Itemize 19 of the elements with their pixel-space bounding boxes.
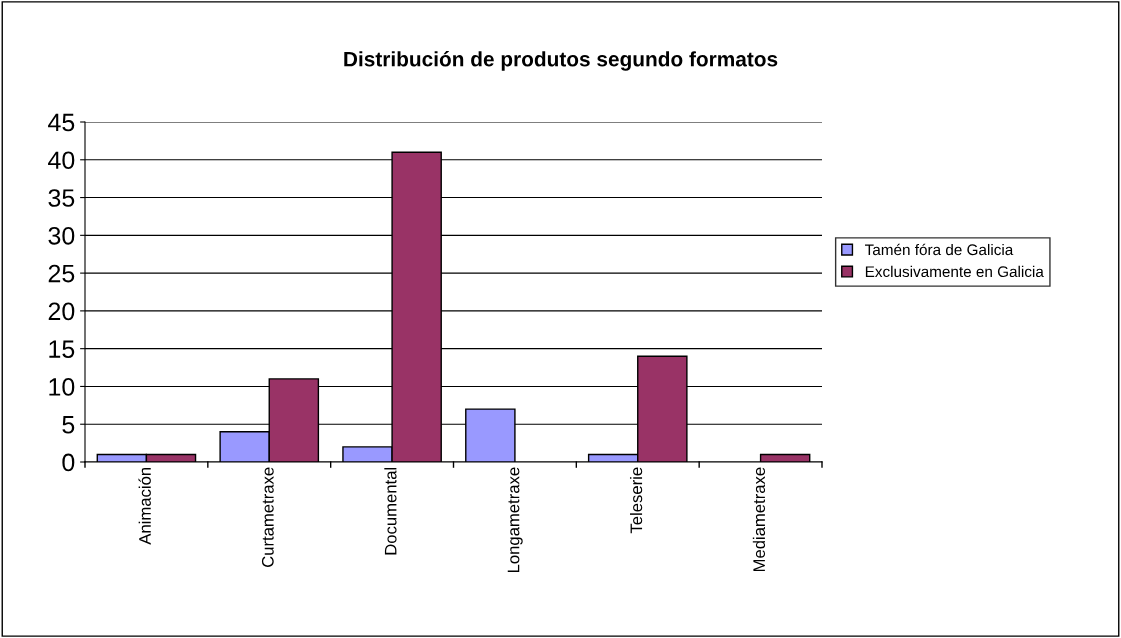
y-tick-label: 20 bbox=[48, 302, 75, 321]
y-tick-label: 25 bbox=[48, 264, 75, 283]
y-tick-label: 15 bbox=[49, 340, 75, 358]
y-tick-label: 10 bbox=[49, 378, 75, 396]
x-tick-label: Curtametraxe bbox=[261, 467, 274, 567]
y-tick-label: 35 bbox=[48, 189, 75, 207]
chart-title: Distribución de produtos segundo formatos bbox=[344, 51, 778, 71]
x-tick-label: Longametraxe bbox=[507, 467, 523, 573]
y-tick-label: 40 bbox=[48, 151, 75, 170]
y-tick-label: 45 bbox=[48, 113, 75, 132]
x-tick-label: Mediametraxe bbox=[752, 467, 766, 572]
y-tick-label: 0 bbox=[62, 453, 75, 472]
x-tick-label: Teleserie bbox=[629, 467, 643, 534]
legend-label: Exclusivamente en Galicia bbox=[865, 265, 1044, 278]
y-tick-label: 5 bbox=[62, 416, 75, 434]
x-tick-label: Animación bbox=[138, 467, 151, 545]
legend-label: Tamén fóra de Galicia bbox=[865, 243, 1014, 256]
x-tick-label: Documental bbox=[384, 467, 397, 555]
y-tick-label: 30 bbox=[48, 226, 75, 245]
